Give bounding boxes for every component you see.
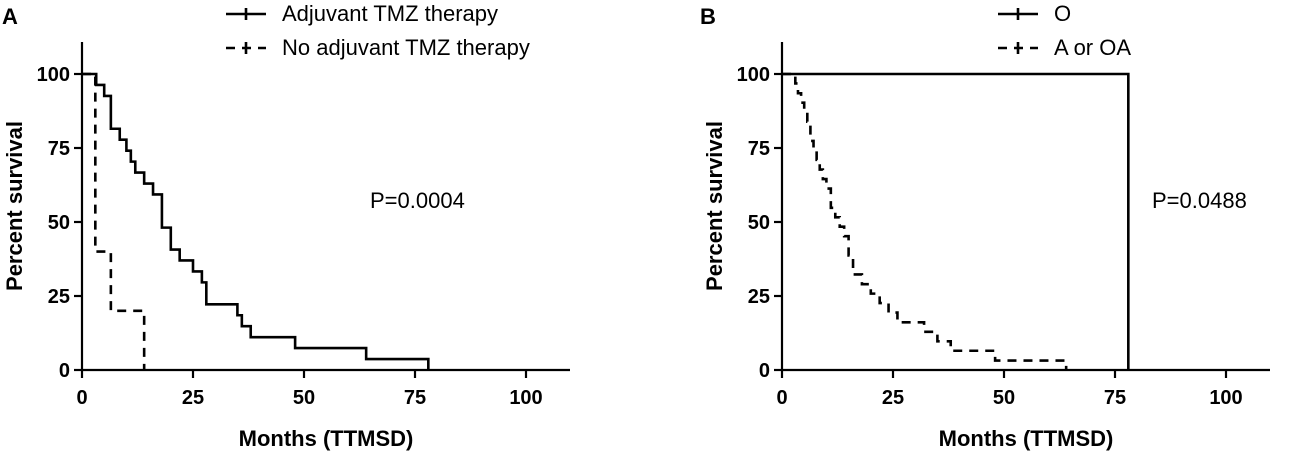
panel-b: B 0 25 50 75 100 0 25 50 75 100 Percent survival… (700, 1, 1270, 451)
y-tick-label: 100 (37, 64, 70, 86)
panel-b-letter: B (700, 4, 716, 29)
y-tick-label: 50 (748, 212, 770, 234)
panel-a-legend: Adjuvant TMZ therapy No adjuvant TMZ the… (226, 1, 530, 60)
panel-a-p-value: P=0.0004 (370, 188, 465, 213)
legend-entry-no-adjuvant: No adjuvant TMZ therapy (226, 35, 530, 60)
panel-a: A 0 25 50 75 100 0 25 50 75 100 Percent survival… (2, 1, 570, 451)
x-tick-label: 100 (1209, 387, 1242, 409)
x-tick-label: 25 (882, 387, 904, 409)
legend-label-o: O (1054, 1, 1071, 26)
y-tick-label: 25 (748, 286, 770, 308)
x-tick-label: 75 (404, 387, 426, 409)
x-tick-label: 50 (293, 387, 315, 409)
legend-label-no-adjuvant: No adjuvant TMZ therapy (282, 35, 530, 60)
panel-a-letter: A (2, 4, 18, 29)
x-tick-label: 75 (1104, 387, 1126, 409)
legend-entry-adjuvant: Adjuvant TMZ therapy (226, 1, 498, 26)
panel-a-curves (82, 72, 430, 370)
x-tick-label: 50 (993, 387, 1015, 409)
panel-a-y-ticks: 0 25 50 75 100 (37, 64, 82, 382)
y-tick-label: 0 (759, 360, 770, 382)
x-tick-label: 0 (76, 387, 87, 409)
y-tick-label: 25 (48, 286, 70, 308)
legend-label-adjuvant: Adjuvant TMZ therapy (282, 1, 498, 26)
panel-a-x-label: Months (TTMSD) (239, 426, 414, 451)
panel-b-x-ticks: 0 25 50 75 100 (776, 370, 1243, 409)
panel-b-y-ticks: 0 25 50 75 100 (737, 64, 782, 382)
panel-b-p-value: P=0.0488 (1152, 188, 1247, 213)
survival-curve-0 (82, 72, 430, 370)
panel-a-y-label: Percent survival (2, 121, 27, 291)
y-tick-label: 100 (737, 64, 770, 86)
x-tick-label: 100 (509, 387, 542, 409)
y-tick-label: 75 (48, 138, 70, 160)
y-tick-label: 0 (59, 360, 70, 382)
y-tick-label: 75 (748, 138, 770, 160)
panel-a-x-ticks: 0 25 50 75 100 (76, 370, 543, 409)
panel-b-curves (782, 72, 1130, 370)
legend-label-a-or-oa: A or OA (1054, 35, 1131, 60)
x-tick-label: 25 (182, 387, 204, 409)
panel-b-legend: O A or OA (998, 1, 1131, 60)
survival-curve-1 (82, 72, 146, 370)
legend-entry-o: O (998, 1, 1071, 26)
panel-b-x-label: Months (TTMSD) (939, 426, 1114, 451)
x-tick-label: 0 (776, 387, 787, 409)
legend-entry-a-or-oa: A or OA (998, 35, 1131, 60)
survival-curve-0 (782, 72, 1130, 370)
panel-b-y-label: Percent survival (702, 121, 727, 291)
y-tick-label: 50 (48, 212, 70, 234)
survival-curve-1 (782, 72, 1068, 370)
